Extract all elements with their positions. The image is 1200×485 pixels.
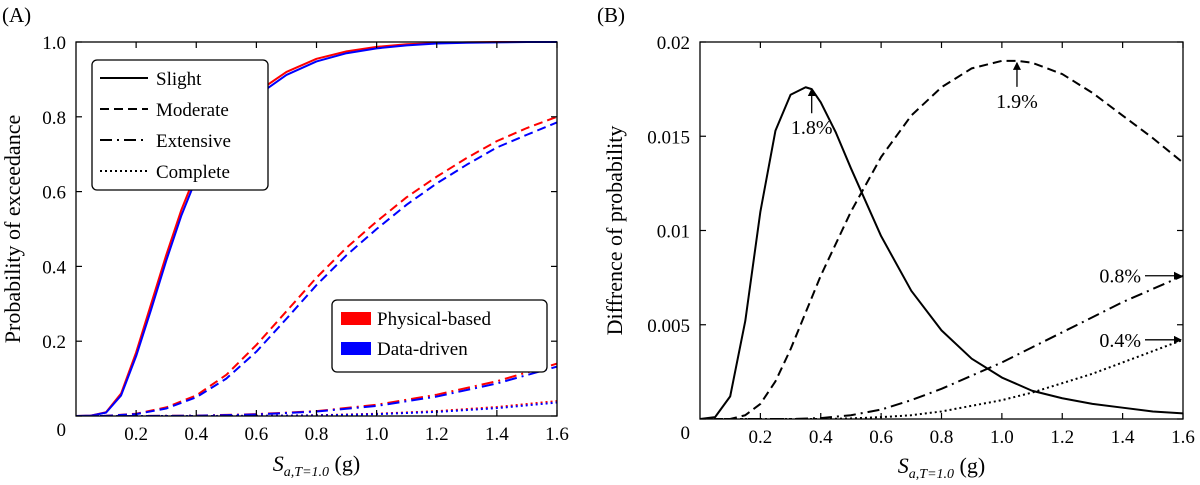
x-tick-label: 0.2 — [124, 424, 148, 445]
legend-physical-based-label: Physical-based — [377, 309, 491, 330]
x-tick-label: 1.2 — [1050, 427, 1074, 448]
x-tick-label: 1.4 — [485, 424, 509, 445]
annotation-label: 0.8% — [1099, 266, 1141, 288]
legend-slight-label: Slight — [156, 69, 202, 90]
annotation-label: 1.9% — [996, 91, 1038, 113]
y-tick-label: 0.8 — [42, 108, 66, 129]
y-tick-label: 0.4 — [42, 257, 66, 278]
series-moderate-line — [700, 59, 1183, 419]
color-legend-box — [331, 299, 548, 373]
x-tick-label: 0.8 — [305, 424, 329, 445]
annotations: 1.8% 1.9% 0.8% 0.4% — [791, 61, 1182, 352]
x-axis-label-unit: (g) — [954, 453, 985, 478]
y-axis-label: Probability of exceedance — [0, 115, 25, 343]
x-tick-label: 1.0 — [365, 424, 389, 445]
color-legend: Physical-based Data-driven — [331, 299, 548, 373]
x-tick-label: 1.0 — [990, 427, 1014, 448]
y-axis-label: Diffrence of probability — [602, 126, 627, 336]
y-tick-label: 1.0 — [42, 33, 66, 54]
x-axis-label: Sa,T=1.0 (g) — [898, 453, 985, 482]
legend-physical-based-swatch — [341, 312, 371, 325]
y-tick-label: 0.6 — [42, 183, 66, 204]
series-complete-line — [700, 338, 1183, 419]
x-tick-label: 0.6 — [245, 424, 269, 445]
legend-complete-label: Complete — [156, 162, 230, 183]
x-tick-label: 0.4 — [184, 424, 208, 445]
panel-b: 0.2 0.4 0.6 0.8 1.0 1.2 1.4 1.6 0 0.005 0.01 0.015 0… — [597, 3, 1195, 482]
series-extensive-line — [700, 274, 1183, 419]
y-tick-label: 0 — [57, 420, 67, 441]
x-tick-label: 1.6 — [545, 424, 569, 445]
plot-frame — [699, 41, 1184, 420]
series-extensive-data-driven-line — [76, 365, 557, 416]
linestyle-legend: Slight Moderate Extensive Complete — [91, 59, 269, 191]
panel-label: (A) — [2, 3, 31, 27]
linestyle-legend-box — [91, 59, 269, 191]
panel-a: 0.2 0.4 0.6 0.8 1.0 1.2 1.4 1.6 0 0.2 0.4 0.6 0.8 1.0… — [0, 3, 569, 480]
series-moderate-physical-based-line — [76, 115, 557, 416]
legend-data-driven-label: Data-driven — [377, 339, 468, 360]
x-tick-label: 0.8 — [930, 427, 954, 448]
y-tick-label: 0 — [681, 423, 691, 444]
x-tick-label: 0.6 — [869, 427, 893, 448]
x-tick-label: 1.2 — [425, 424, 449, 445]
series-slight-line — [700, 86, 1183, 419]
legend-data-driven-swatch — [341, 342, 371, 355]
x-axis-label-symbol: S — [273, 451, 284, 476]
annotation-label: 0.4% — [1099, 330, 1141, 352]
panel-label: (B) — [597, 3, 625, 27]
x-axis-label-symbol: S — [898, 453, 909, 478]
series-group — [700, 59, 1183, 419]
x-tick-label: 1.4 — [1111, 427, 1135, 448]
legend-extensive-label: Extensive — [156, 131, 231, 152]
legend-moderate-label: Moderate — [156, 100, 229, 121]
y-tick-label: 0.005 — [647, 316, 690, 337]
annotation-label: 1.8% — [791, 117, 833, 139]
y-tick-label: 0.015 — [647, 127, 690, 148]
x-tick-label: 0.4 — [809, 427, 833, 448]
x-axis-label-subscript: a,T=1.0 — [909, 467, 954, 482]
x-axis-label: Sa,T=1.0 (g) — [273, 451, 360, 480]
x-axis-label-unit: (g) — [329, 451, 360, 476]
y-tick-label: 0.2 — [42, 332, 66, 353]
series-moderate-data-driven-line — [76, 121, 557, 416]
y-tick-label: 0.01 — [657, 222, 690, 243]
x-tick-label: 0.2 — [749, 427, 773, 448]
y-tick-label: 0.02 — [657, 33, 690, 54]
x-tick-label: 1.6 — [1171, 427, 1195, 448]
x-axis-label-subscript: a,T=1.0 — [284, 465, 329, 480]
